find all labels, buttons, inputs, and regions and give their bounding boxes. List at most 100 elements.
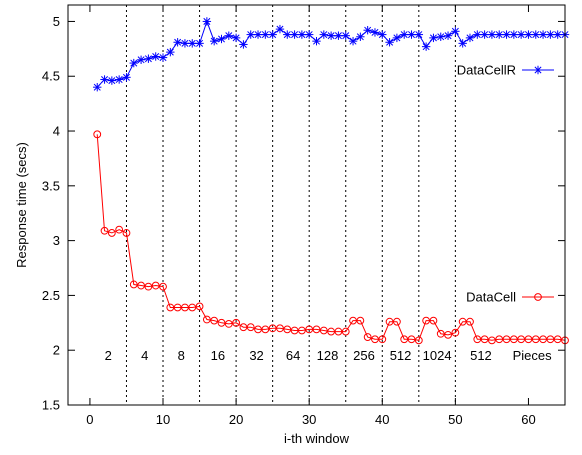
circle-marker: [429, 316, 438, 325]
star-marker-stroke: [261, 31, 269, 39]
star-marker-stroke: [534, 66, 542, 74]
star-marker-stroke: [429, 34, 437, 42]
star-marker-stroke: [539, 31, 547, 39]
star-marker-stroke: [364, 26, 372, 34]
circle-marker: [480, 335, 489, 344]
star-marker-stroke: [305, 31, 313, 39]
y-axis-title: Response time (secs): [14, 142, 29, 268]
star-marker-stroke: [283, 31, 291, 39]
circle-marker: [444, 330, 452, 339]
circle-marker: [129, 280, 138, 289]
piece-label: 256: [353, 348, 375, 363]
star-marker-stroke: [291, 31, 299, 39]
plot-frame: [67, 4, 566, 406]
circle-marker: [115, 225, 124, 234]
x-axis-title: i-th window: [284, 431, 350, 446]
star-marker-stroke: [130, 59, 138, 67]
x-tick-label: 50: [448, 412, 462, 427]
y-tick-label: 5: [53, 14, 60, 29]
star-marker-stroke: [232, 34, 240, 42]
star-marker-stroke: [174, 38, 182, 46]
piece-label: 128: [317, 348, 339, 363]
star-marker-stroke: [466, 34, 474, 42]
series-line: [96, 134, 566, 341]
star-marker-stroke: [152, 53, 160, 61]
star-marker-stroke: [108, 77, 116, 85]
series-layer: [93, 17, 570, 345]
piece-label: 2: [105, 348, 112, 363]
piece-label: 64: [286, 348, 300, 363]
star-marker-stroke: [495, 31, 503, 39]
y-tick-label: 2.5: [42, 288, 60, 303]
legend-label: DataCellR: [457, 63, 516, 78]
circle-marker: [239, 323, 248, 332]
circle-marker: [188, 303, 197, 312]
star-marker-stroke: [342, 32, 350, 40]
star-marker-stroke: [239, 40, 247, 48]
circle-marker: [305, 325, 314, 334]
circle-marker: [473, 335, 482, 344]
y-tick-label: 4: [53, 124, 60, 139]
circle-marker: [517, 335, 526, 344]
circle-marker: [283, 325, 292, 334]
circle-marker: [349, 316, 357, 325]
star-marker-stroke: [196, 39, 204, 47]
circle-marker: [466, 317, 474, 326]
star-marker-stroke: [554, 31, 562, 39]
star-marker-stroke: [93, 83, 101, 91]
circle-marker: [312, 325, 321, 334]
legend: DataCellR DataCell: [457, 63, 554, 305]
circle-marker: [334, 327, 343, 336]
star-marker-stroke: [517, 31, 525, 39]
circle-marker: [268, 324, 277, 333]
star-marker-stroke: [415, 31, 423, 39]
star-marker-stroke: [122, 73, 130, 81]
piece-label: 8: [178, 348, 185, 363]
star-marker-stroke: [320, 31, 328, 39]
star-marker-stroke: [247, 31, 255, 39]
circle-marker: [495, 335, 504, 344]
piece-label: Pieces: [513, 348, 553, 363]
star-marker-stroke: [532, 31, 540, 39]
circle-marker: [254, 325, 262, 334]
circle-marker: [93, 130, 102, 139]
circle-marker: [363, 333, 372, 341]
window-dividers: [125, 5, 456, 405]
star-marker-stroke: [444, 32, 452, 40]
legend-label: DataCell: [466, 290, 516, 305]
series-DataCellR: [93, 17, 570, 92]
piece-label: 32: [249, 348, 263, 363]
x-tick-label: 10: [156, 412, 170, 427]
y-tick-label: 3: [53, 233, 60, 248]
y-tick-label: 4.5: [42, 69, 60, 84]
star-marker-stroke: [488, 31, 496, 39]
circle-marker: [224, 320, 233, 328]
x-tick-label: 0: [86, 412, 93, 427]
circle-marker: [356, 316, 365, 325]
star-marker-stroke: [144, 55, 152, 63]
axis-ticks: 0 10 20 30 40 50 60 1.5 2 2.5 3 3.5 4 4.5 5: [42, 5, 565, 427]
star-marker-stroke: [393, 34, 401, 42]
circle-marker: [297, 326, 306, 335]
circle-marker: [181, 303, 189, 312]
piece-label: 512: [390, 348, 412, 363]
star-marker-stroke: [473, 31, 481, 39]
piece-label: 1024: [423, 348, 452, 363]
circle-marker: [217, 318, 226, 327]
star-marker-stroke: [356, 33, 364, 41]
star-marker-stroke: [137, 56, 145, 64]
circle-marker: [173, 303, 182, 312]
circle-marker: [151, 281, 160, 290]
circle-marker: [502, 335, 511, 344]
star-marker-stroke: [203, 17, 211, 25]
circle-marker: [531, 335, 540, 344]
circle-marker: [422, 316, 431, 325]
star-marker-stroke: [437, 33, 445, 41]
circle-marker: [488, 336, 496, 345]
star-marker-stroke: [371, 28, 379, 36]
star-marker-stroke: [210, 37, 218, 45]
circle-marker: [210, 316, 219, 325]
x-tick-label: 40: [375, 412, 389, 427]
circle-marker: [276, 324, 284, 333]
